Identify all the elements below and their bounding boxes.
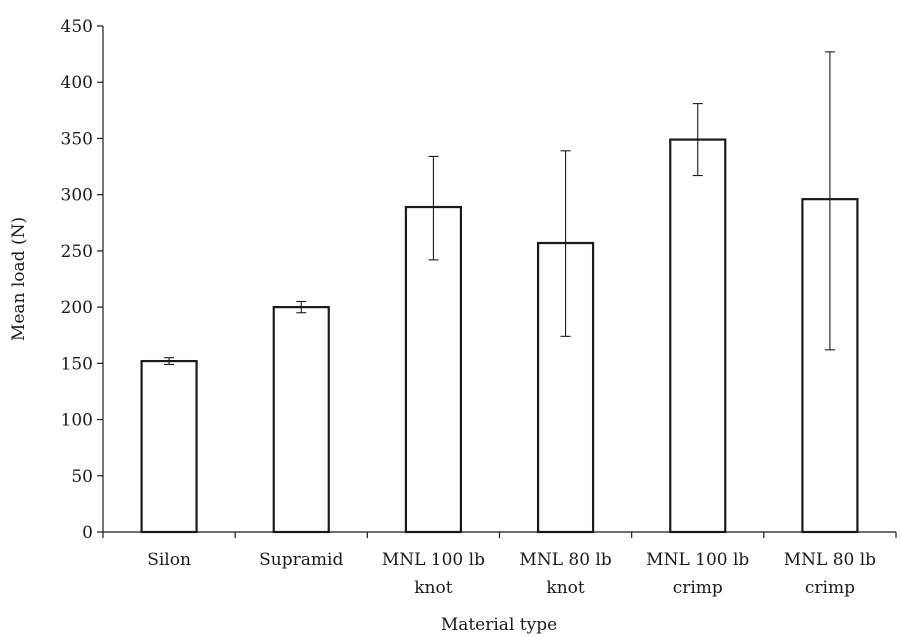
bar xyxy=(140,359,198,534)
y-tick-label: 450 xyxy=(61,17,93,37)
y-axis-title: Mean load (N) xyxy=(9,217,29,341)
y-tick-label: 150 xyxy=(61,354,93,374)
y-tick-label: 400 xyxy=(61,73,93,93)
y-tick-label: 0 xyxy=(82,523,93,543)
y-tick-label: 350 xyxy=(61,129,93,149)
x-tick-label-line: Supramid xyxy=(259,550,343,570)
y-tick-label: 200 xyxy=(61,298,93,318)
y-tick-label: 300 xyxy=(61,186,93,206)
bar xyxy=(272,306,330,534)
bars xyxy=(140,138,859,534)
x-tick-label-line: MNL 100 lb xyxy=(646,550,749,570)
x-tick-label-line: MNL 100 lb xyxy=(382,550,485,570)
y-tick-label: 100 xyxy=(61,411,93,431)
error-bars xyxy=(164,51,835,366)
x-tick-label-line: MNL 80 lb xyxy=(519,550,611,570)
x-tick-label-line: crimp xyxy=(673,578,723,598)
axes xyxy=(97,25,897,538)
x-tick-label: MNL 80 lb crimp xyxy=(784,550,876,598)
x-tick-label: Silon xyxy=(147,550,191,570)
x-tick-label-line: crimp xyxy=(805,578,855,598)
y-tick-label: 250 xyxy=(61,242,93,262)
x-tick-label: MNL 100 lb knot xyxy=(382,550,485,598)
x-tick-label-line: Silon xyxy=(147,550,191,570)
y-tick-labels: 0 50 100 150 200 250 300 350 400 450 xyxy=(61,17,93,543)
x-tick-label-line: knot xyxy=(414,578,452,598)
bar xyxy=(669,138,727,534)
x-tick-label: MNL 80 lb knot xyxy=(519,550,611,598)
x-tick-label: Supramid xyxy=(259,550,343,570)
x-tick-label-line: MNL 80 lb xyxy=(784,550,876,570)
x-tick-labels: Silon Supramid MNL 100 lb knot MNL 80 lb knot… xyxy=(147,550,876,598)
x-tick-label: MNL 100 lb crimp xyxy=(646,550,749,598)
y-tick-label: 50 xyxy=(71,467,93,487)
x-tick-label-line: knot xyxy=(546,578,584,598)
x-axis-title: Material type xyxy=(441,615,557,635)
